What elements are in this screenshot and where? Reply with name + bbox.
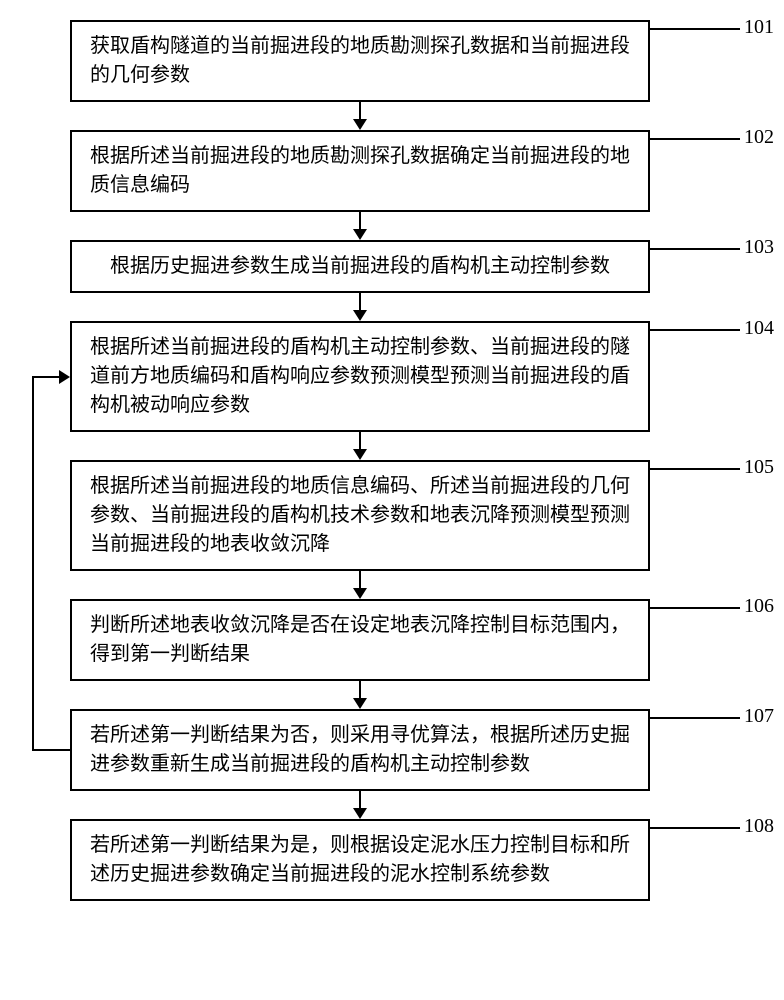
flow-step-8: 若所述第一判断结果为是，则根据设定泥水压力控制目标和所述历史掘进参数确定当前掘进… [20, 819, 764, 901]
flow-step-1: 获取盾构隧道的当前掘进段的地质勘测探孔数据和当前掘进段的几何参数101 [20, 20, 764, 102]
flow-text: 判断所述地表收敛沉降是否在设定地表沉降控制目标范围内，得到第一判断结果 [90, 614, 630, 665]
flow-label: 107 [744, 705, 774, 728]
label-connector [650, 138, 740, 140]
label-connector [650, 717, 740, 719]
flow-step-3: 根据历史掘进参数生成当前掘进段的盾构机主动控制参数103 [20, 240, 764, 293]
flowchart-container: 获取盾构隧道的当前掘进段的地质勘测探孔数据和当前掘进段的几何参数101 根据所述当… [20, 20, 764, 901]
label-connector [650, 468, 740, 470]
feedback-arrowhead-icon [59, 370, 70, 384]
flow-label: 108 [744, 815, 774, 838]
arrow-down [70, 571, 650, 599]
flow-step-6: 判断所述地表收敛沉降是否在设定地表沉降控制目标范围内，得到第一判断结果106 [20, 599, 764, 681]
flow-label: 104 [744, 317, 774, 340]
feedback-segment [32, 376, 60, 378]
feedback-segment [32, 749, 70, 751]
flow-text: 根据所述当前掘进段的地质信息编码、所述当前掘进段的几何参数、当前掘进段的盾构机技… [90, 475, 630, 555]
flow-box-103: 根据历史掘进参数生成当前掘进段的盾构机主动控制参数 [70, 240, 650, 293]
flow-text: 根据历史掘进参数生成当前掘进段的盾构机主动控制参数 [110, 255, 610, 277]
arrow-down [70, 102, 650, 130]
flow-box-104: 根据所述当前掘进段的盾构机主动控制参数、当前掘进段的隧道前方地质编码和盾构响应参… [70, 321, 650, 432]
flow-text: 获取盾构隧道的当前掘进段的地质勘测探孔数据和当前掘进段的几何参数 [90, 35, 630, 86]
flow-step-2: 根据所述当前掘进段的地质勘测探孔数据确定当前掘进段的地质信息编码102 [20, 130, 764, 212]
label-connector [650, 827, 740, 829]
flow-text: 若所述第一判断结果为否，则采用寻优算法，根据所述历史掘进参数重新生成当前掘进段的… [90, 724, 630, 775]
label-connector [650, 329, 740, 331]
flow-step-5: 根据所述当前掘进段的地质信息编码、所述当前掘进段的几何参数、当前掘进段的盾构机技… [20, 460, 764, 571]
label-connector [650, 607, 740, 609]
label-connector [650, 248, 740, 250]
flow-label: 102 [744, 126, 774, 149]
arrow-down [70, 212, 650, 240]
flow-box-107: 若所述第一判断结果为否，则采用寻优算法，根据所述历史掘进参数重新生成当前掘进段的… [70, 709, 650, 791]
flow-step-7: 若所述第一判断结果为否，则采用寻优算法，根据所述历史掘进参数重新生成当前掘进段的… [20, 709, 764, 791]
flow-box-102: 根据所述当前掘进段的地质勘测探孔数据确定当前掘进段的地质信息编码 [70, 130, 650, 212]
flow-box-108: 若所述第一判断结果为是，则根据设定泥水压力控制目标和所述历史掘进参数确定当前掘进… [70, 819, 650, 901]
flow-box-106: 判断所述地表收敛沉降是否在设定地表沉降控制目标范围内，得到第一判断结果 [70, 599, 650, 681]
arrow-down [70, 432, 650, 460]
flow-text: 根据所述当前掘进段的盾构机主动控制参数、当前掘进段的隧道前方地质编码和盾构响应参… [90, 336, 630, 416]
flow-label: 101 [744, 16, 774, 39]
flow-box-101: 获取盾构隧道的当前掘进段的地质勘测探孔数据和当前掘进段的几何参数 [70, 20, 650, 102]
flow-box-105: 根据所述当前掘进段的地质信息编码、所述当前掘进段的几何参数、当前掘进段的盾构机技… [70, 460, 650, 571]
flow-step-4: 根据所述当前掘进段的盾构机主动控制参数、当前掘进段的隧道前方地质编码和盾构响应参… [20, 321, 764, 432]
flow-label: 103 [744, 236, 774, 259]
arrow-down [70, 791, 650, 819]
feedback-segment [32, 377, 34, 751]
flow-text: 根据所述当前掘进段的地质勘测探孔数据确定当前掘进段的地质信息编码 [90, 145, 630, 196]
flow-text: 若所述第一判断结果为是，则根据设定泥水压力控制目标和所述历史掘进参数确定当前掘进… [90, 834, 630, 885]
label-connector [650, 28, 740, 30]
flow-label: 105 [744, 456, 774, 479]
flow-label: 106 [744, 595, 774, 618]
arrow-down [70, 293, 650, 321]
arrow-down [70, 681, 650, 709]
